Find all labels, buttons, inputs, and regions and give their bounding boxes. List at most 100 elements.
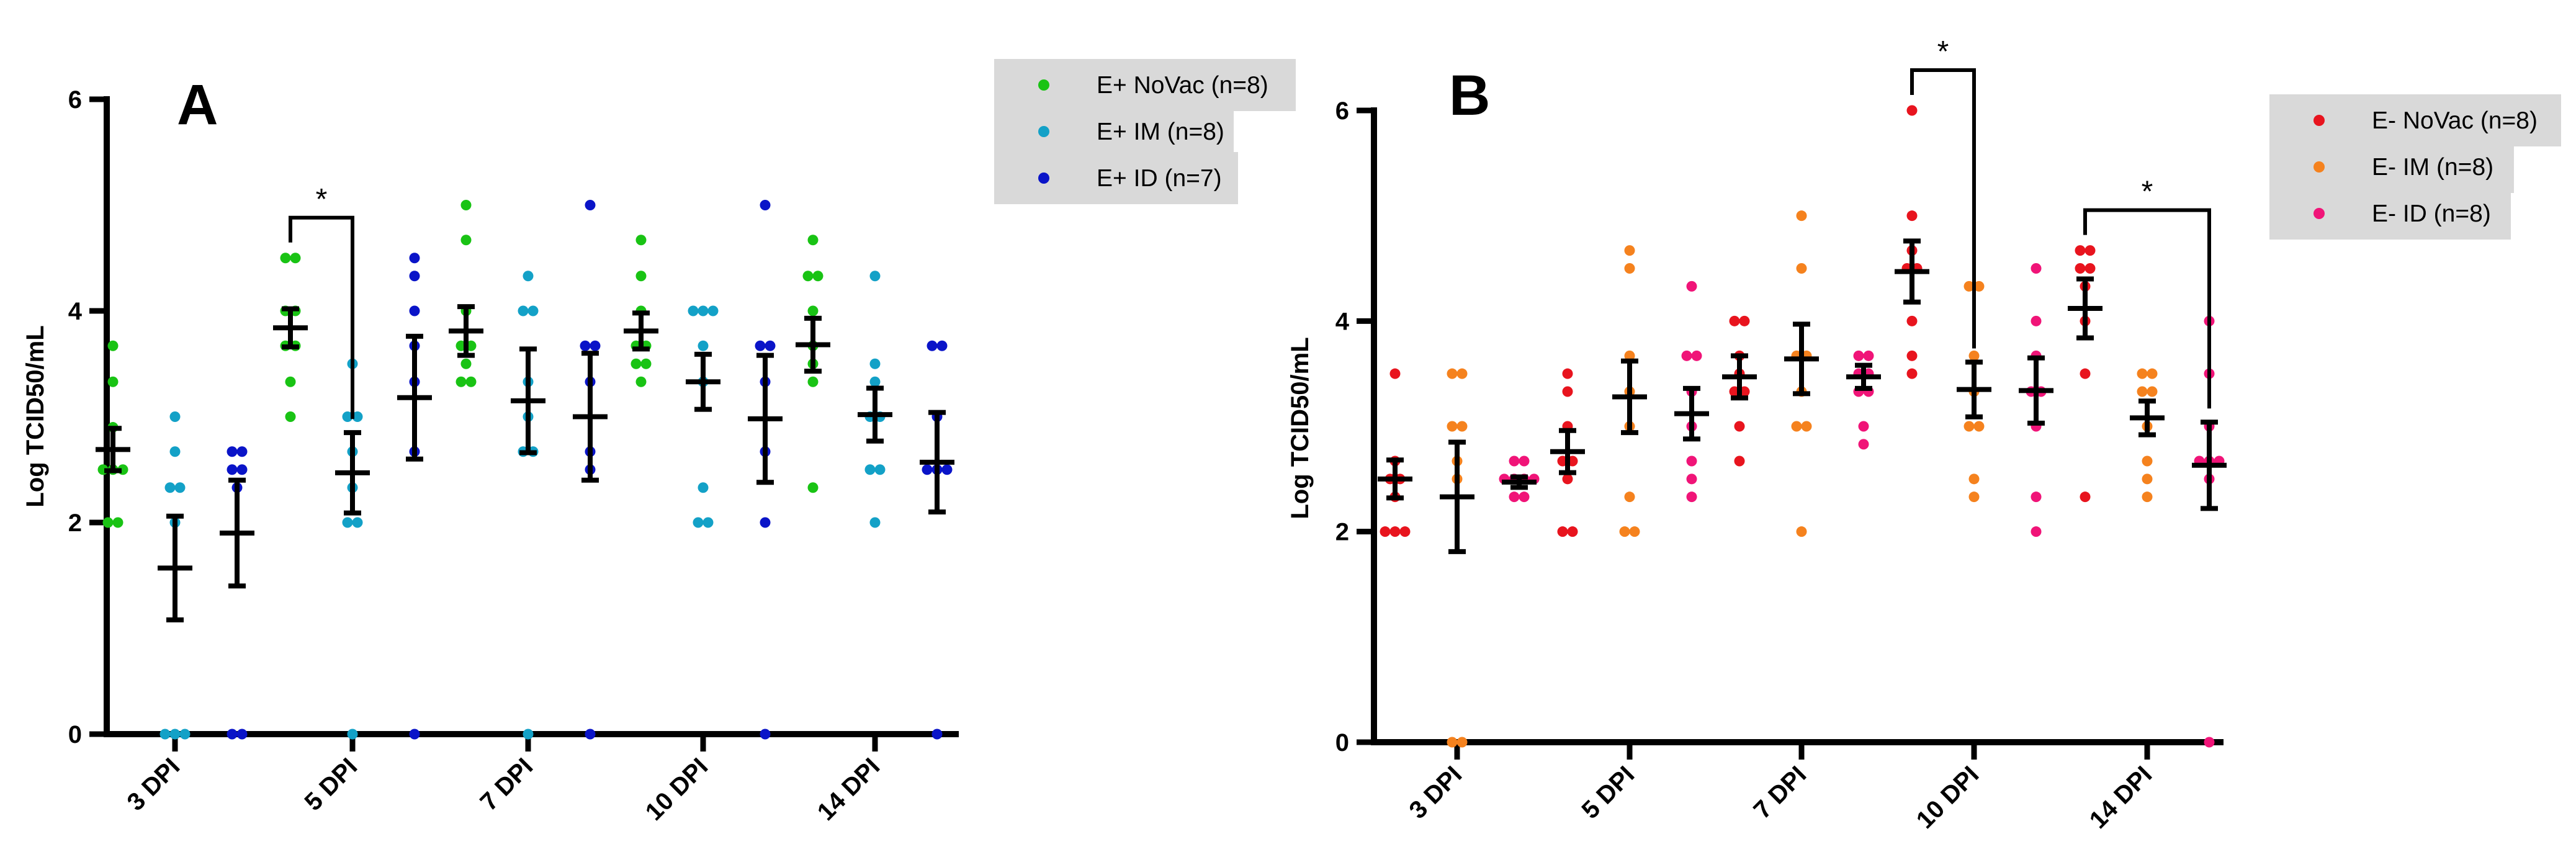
y-tick-label: 6 xyxy=(68,86,82,114)
data-point xyxy=(1906,210,1918,222)
x-tick-label: 10 DPI xyxy=(640,753,714,826)
data-point xyxy=(2142,473,2153,485)
data-point xyxy=(1906,315,1918,326)
data-point xyxy=(1619,526,1630,537)
data-point xyxy=(164,482,176,493)
data-point xyxy=(236,464,248,475)
data-point xyxy=(590,340,601,351)
x-tick-label: 10 DPI xyxy=(1911,761,1985,834)
series-1 xyxy=(158,271,892,740)
data-point xyxy=(760,517,771,528)
data-point xyxy=(2031,315,2042,326)
data-point xyxy=(527,305,539,316)
data-point xyxy=(1624,245,1635,256)
y-axis-label: Log TCID50/mL xyxy=(1286,337,1314,519)
data-point xyxy=(523,271,534,282)
data-point xyxy=(1801,421,1812,432)
data-point xyxy=(864,464,876,475)
legend-marker xyxy=(1038,126,1049,137)
legend: E+ NoVac (n=8) E+ IM (n=8) E+ ID (n=7) xyxy=(994,59,1296,204)
data-point xyxy=(1686,491,1697,503)
data-point xyxy=(2031,526,2042,537)
data-point xyxy=(869,271,881,282)
data-point xyxy=(159,729,171,740)
data-point xyxy=(1567,526,1578,537)
x-tick-label: 5 DPI xyxy=(1577,761,1640,824)
data-point xyxy=(285,376,296,387)
data-point xyxy=(2142,455,2153,467)
data-point xyxy=(807,305,819,316)
data-point xyxy=(1968,473,1980,485)
data-point xyxy=(2080,368,2091,379)
panel-label: A xyxy=(177,73,218,137)
data-point xyxy=(460,358,472,369)
data-point xyxy=(1519,455,1530,467)
data-point xyxy=(169,411,181,422)
legend-marker xyxy=(2313,161,2325,173)
data-point xyxy=(585,200,596,210)
legend-row-bg xyxy=(994,105,1234,158)
legend-marker xyxy=(2313,208,2325,219)
series-0 xyxy=(96,200,830,528)
data-point xyxy=(1562,368,1573,379)
data-point xyxy=(1562,386,1573,397)
data-point xyxy=(931,729,943,740)
data-point xyxy=(169,446,181,457)
data-point xyxy=(342,411,353,422)
data-point xyxy=(640,358,652,369)
data-point xyxy=(1456,368,1468,379)
data-point xyxy=(1734,455,1745,467)
legend-row-bg xyxy=(2269,187,2511,240)
data-point xyxy=(693,517,704,528)
data-point xyxy=(631,358,642,369)
data-point xyxy=(1389,368,1401,379)
data-point xyxy=(1796,263,1807,274)
data-point xyxy=(688,305,699,316)
data-point xyxy=(874,464,886,475)
y-tick-label: 0 xyxy=(68,721,82,748)
data-point xyxy=(585,729,596,740)
data-point xyxy=(812,271,824,282)
data-point xyxy=(936,340,948,351)
data-point xyxy=(236,446,248,457)
data-point xyxy=(702,517,714,528)
chart-panel-a: 0 2 4 6 Log TCID50/mL A 3 DPI 5 DPI 7 DPI 10 DPI 1… xyxy=(22,59,1296,826)
data-point xyxy=(107,376,119,387)
data-point xyxy=(922,464,933,475)
data-point xyxy=(1968,491,1980,503)
data-point xyxy=(107,340,119,351)
data-point xyxy=(635,235,647,246)
data-point xyxy=(1624,263,1635,274)
y-tick-label: 2 xyxy=(1335,519,1349,546)
data-point xyxy=(1681,350,1692,361)
data-point xyxy=(1456,737,1468,748)
x-tick-label: 5 DPI xyxy=(300,753,363,816)
data-point xyxy=(1519,491,1530,503)
significance-star: * xyxy=(1937,35,1949,68)
data-point xyxy=(1509,491,1520,503)
significance-star: * xyxy=(2142,176,2153,209)
data-point xyxy=(174,482,186,493)
data-point xyxy=(2142,491,2153,503)
data-point xyxy=(179,729,191,740)
data-point xyxy=(869,517,881,528)
y-tick-label: 4 xyxy=(68,298,83,325)
x-tick-label: 14 DPI xyxy=(2085,761,2158,834)
data-point xyxy=(1562,473,1573,485)
data-point xyxy=(1456,421,1468,432)
x-tick-label: 3 DPI xyxy=(122,753,186,816)
data-point xyxy=(1853,350,1864,361)
data-point xyxy=(807,235,819,246)
data-point xyxy=(1906,105,1918,116)
data-point xyxy=(409,271,420,282)
data-point xyxy=(698,305,709,316)
data-point xyxy=(1973,421,1985,432)
series-0 xyxy=(1378,105,2103,537)
y-tick-label: 6 xyxy=(1335,97,1349,125)
data-point xyxy=(2075,263,2086,274)
data-point xyxy=(1686,455,1697,467)
data-point xyxy=(635,271,647,282)
data-point xyxy=(460,200,472,210)
data-point xyxy=(2137,368,2148,379)
